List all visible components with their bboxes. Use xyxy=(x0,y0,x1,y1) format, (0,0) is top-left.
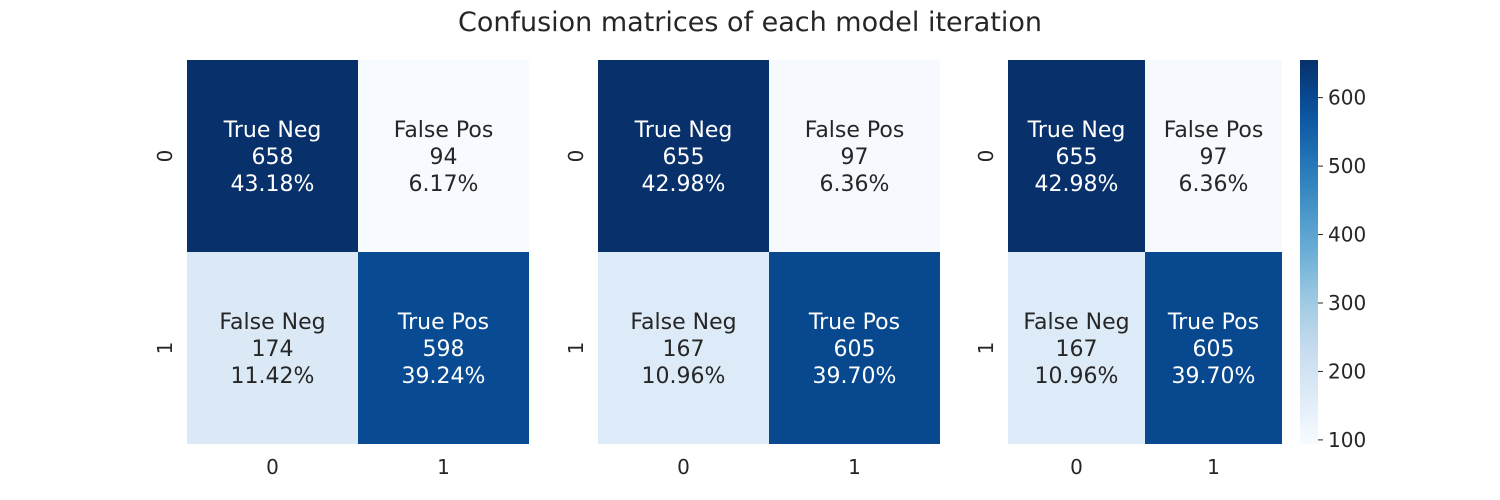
cell-label: False Neg xyxy=(630,310,736,335)
cell-count: 94 xyxy=(430,145,458,170)
cell-percent: 11.42% xyxy=(231,364,315,389)
x-tick-label: 1 xyxy=(1207,455,1220,479)
x-tick-label: 0 xyxy=(1070,455,1083,479)
cell-percent: 42.98% xyxy=(1035,172,1119,197)
cell-percent: 10.96% xyxy=(1035,364,1119,389)
y-tick-label: 1 xyxy=(564,342,588,355)
colorbar-tick-label: 500 xyxy=(1328,154,1366,178)
cell-count: 167 xyxy=(1056,337,1098,362)
y-tick-label: 1 xyxy=(974,342,998,355)
cell-label: False Pos xyxy=(805,118,905,143)
x-tick-label: 0 xyxy=(266,455,279,479)
x-tick-label: 1 xyxy=(437,455,450,479)
cell-label: True Neg xyxy=(634,118,733,143)
figure-title: Confusion matrices of each model iterati… xyxy=(458,7,1042,38)
cell-label: False Pos xyxy=(394,118,494,143)
cell-percent: 42.98% xyxy=(642,172,726,197)
heatmap-cell xyxy=(598,252,769,444)
colorbar: 100 200 300 400 500 600 xyxy=(1300,60,1366,452)
heatmap-cell xyxy=(1145,252,1282,444)
cell-label: True Neg xyxy=(223,118,322,143)
cell-count: 658 xyxy=(252,145,294,170)
colorbar-tick-label: 100 xyxy=(1328,428,1366,452)
cell-label: True Neg xyxy=(1027,118,1126,143)
cell-count: 174 xyxy=(252,337,294,362)
cell-percent: 43.18% xyxy=(231,172,315,197)
heatmap-cell xyxy=(358,60,529,252)
x-tick-label: 1 xyxy=(848,455,861,479)
heatmap-cell xyxy=(769,252,940,444)
cell-label: False Neg xyxy=(219,310,325,335)
cell-count: 598 xyxy=(423,337,465,362)
heatmap-cell xyxy=(598,60,769,252)
colorbar-tick-label: 600 xyxy=(1328,86,1366,110)
cell-count: 655 xyxy=(1056,145,1098,170)
colorbar-tick-label: 300 xyxy=(1328,291,1366,315)
cell-percent: 39.24% xyxy=(402,364,486,389)
heatmap-cell xyxy=(187,252,358,444)
cell-percent: 6.36% xyxy=(820,172,890,197)
colorbar-tick-label: 200 xyxy=(1328,359,1366,383)
cell-label: False Neg xyxy=(1023,310,1129,335)
heatmap-cell xyxy=(187,60,358,252)
cell-count: 655 xyxy=(663,145,705,170)
cell-label: True Pos xyxy=(1167,310,1259,335)
cell-label: False Pos xyxy=(1164,118,1264,143)
cell-percent: 10.96% xyxy=(642,364,726,389)
heatmap-cell xyxy=(1008,60,1145,252)
heatmap-cell xyxy=(1145,60,1282,252)
cell-percent: 39.70% xyxy=(813,364,897,389)
colorbar-gradient xyxy=(1300,60,1318,444)
y-tick-label: 0 xyxy=(153,150,177,163)
y-tick-label: 0 xyxy=(974,150,998,163)
cell-count: 605 xyxy=(1193,337,1235,362)
cell-count: 605 xyxy=(834,337,876,362)
y-tick-label: 1 xyxy=(153,342,177,355)
cell-count: 167 xyxy=(663,337,705,362)
cell-percent: 6.36% xyxy=(1179,172,1249,197)
colorbar-tick-label: 400 xyxy=(1328,223,1366,247)
cell-label: True Pos xyxy=(808,310,900,335)
x-tick-label: 0 xyxy=(677,455,690,479)
cell-count: 97 xyxy=(1200,145,1228,170)
heatmap-cell xyxy=(1008,252,1145,444)
cell-percent: 39.70% xyxy=(1172,364,1256,389)
cell-count: 97 xyxy=(841,145,869,170)
cell-label: True Pos xyxy=(397,310,489,335)
y-tick-label: 0 xyxy=(564,150,588,163)
cell-percent: 6.17% xyxy=(409,172,479,197)
heatmap-cell xyxy=(769,60,940,252)
heatmap-cell xyxy=(358,252,529,444)
